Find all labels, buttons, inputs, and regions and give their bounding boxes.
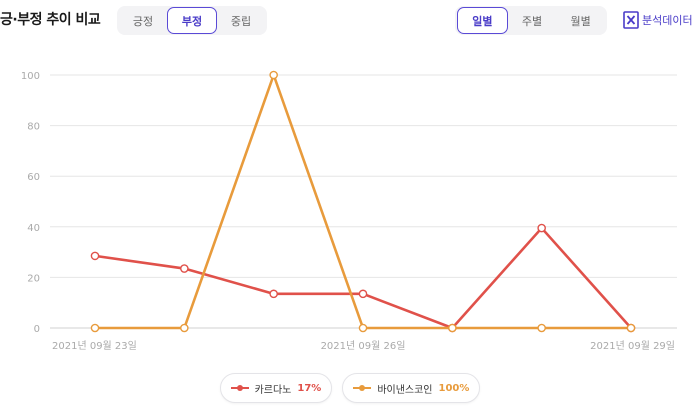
data-point-1-3[interactable] xyxy=(358,323,368,333)
y-tick-label: 100 xyxy=(21,71,40,82)
period-tab-group: 일별 주별 월별 xyxy=(455,6,607,35)
data-point-1-5[interactable] xyxy=(537,323,546,333)
legend-swatch-binance-coin xyxy=(353,385,372,391)
tab-monthly[interactable]: 월별 xyxy=(570,14,591,28)
y-tick-label: 20 xyxy=(27,273,40,284)
legend-label-binance-coin: 바이낸스코인 xyxy=(377,384,433,396)
x-tick-label: 2021년 09월 23일 xyxy=(52,340,137,352)
data-point-0-0[interactable] xyxy=(90,251,100,261)
data-point-0-5[interactable] xyxy=(537,223,546,233)
export-data-label: 분석데이터 xyxy=(642,14,693,27)
data-point-0-3[interactable] xyxy=(358,289,368,299)
legend-label-cardano: 카르다노 xyxy=(254,384,292,396)
tab-positive[interactable]: 긍정 xyxy=(132,14,154,28)
legend-swatch-cardano xyxy=(230,385,249,391)
legend-item-binance-coin[interactable]: 바이낸스코인 100% xyxy=(342,373,481,403)
chart-legend: 카르다노 17% 바이낸스코인 100% xyxy=(0,373,700,403)
sentiment-tab-group: 긍정 부정 중립 xyxy=(117,6,267,35)
tab-neutral[interactable]: 중립 xyxy=(230,14,252,28)
data-point-0-2[interactable] xyxy=(269,289,278,299)
data-point-1-6[interactable] xyxy=(626,323,636,333)
y-tick-label: 40 xyxy=(27,223,40,234)
y-axis-ticks: 0 20 40 60 80 100 xyxy=(21,71,40,335)
data-point-1-0[interactable] xyxy=(90,323,100,333)
tab-negative[interactable]: 부정 xyxy=(167,7,217,34)
data-point-1-1[interactable] xyxy=(180,323,189,333)
legend-item-cardano[interactable]: 카르다노 17% xyxy=(219,373,333,403)
x-tick-label: 2021년 09월 26일 xyxy=(321,340,406,352)
y-tick-label: 0 xyxy=(34,324,40,335)
page-title: 긍·부정 추이 비교 xyxy=(0,12,101,28)
series-line-0 xyxy=(94,226,632,330)
tab-daily[interactable]: 일별 xyxy=(457,7,508,34)
chart-series xyxy=(90,70,636,333)
y-tick-label: 80 xyxy=(27,122,40,133)
legend-percent-binance-coin: 100% xyxy=(438,382,470,394)
x-tick-label: 2021년 09월 29일 xyxy=(590,340,675,352)
legend-percent-cardano: 17% xyxy=(297,382,322,394)
data-point-0-1[interactable] xyxy=(180,264,189,273)
data-point-1-4[interactable] xyxy=(448,323,457,333)
data-point-1-2[interactable] xyxy=(269,70,278,80)
x-axis-ticks: 2021년 09월 23일 2021년 09월 26일 2021년 09월 29일 xyxy=(52,340,675,352)
export-data-button[interactable]: 분석데이터 xyxy=(623,11,693,29)
y-tick-label: 60 xyxy=(27,172,40,183)
excel-icon xyxy=(623,11,639,29)
tab-weekly[interactable]: 주별 xyxy=(521,14,543,28)
